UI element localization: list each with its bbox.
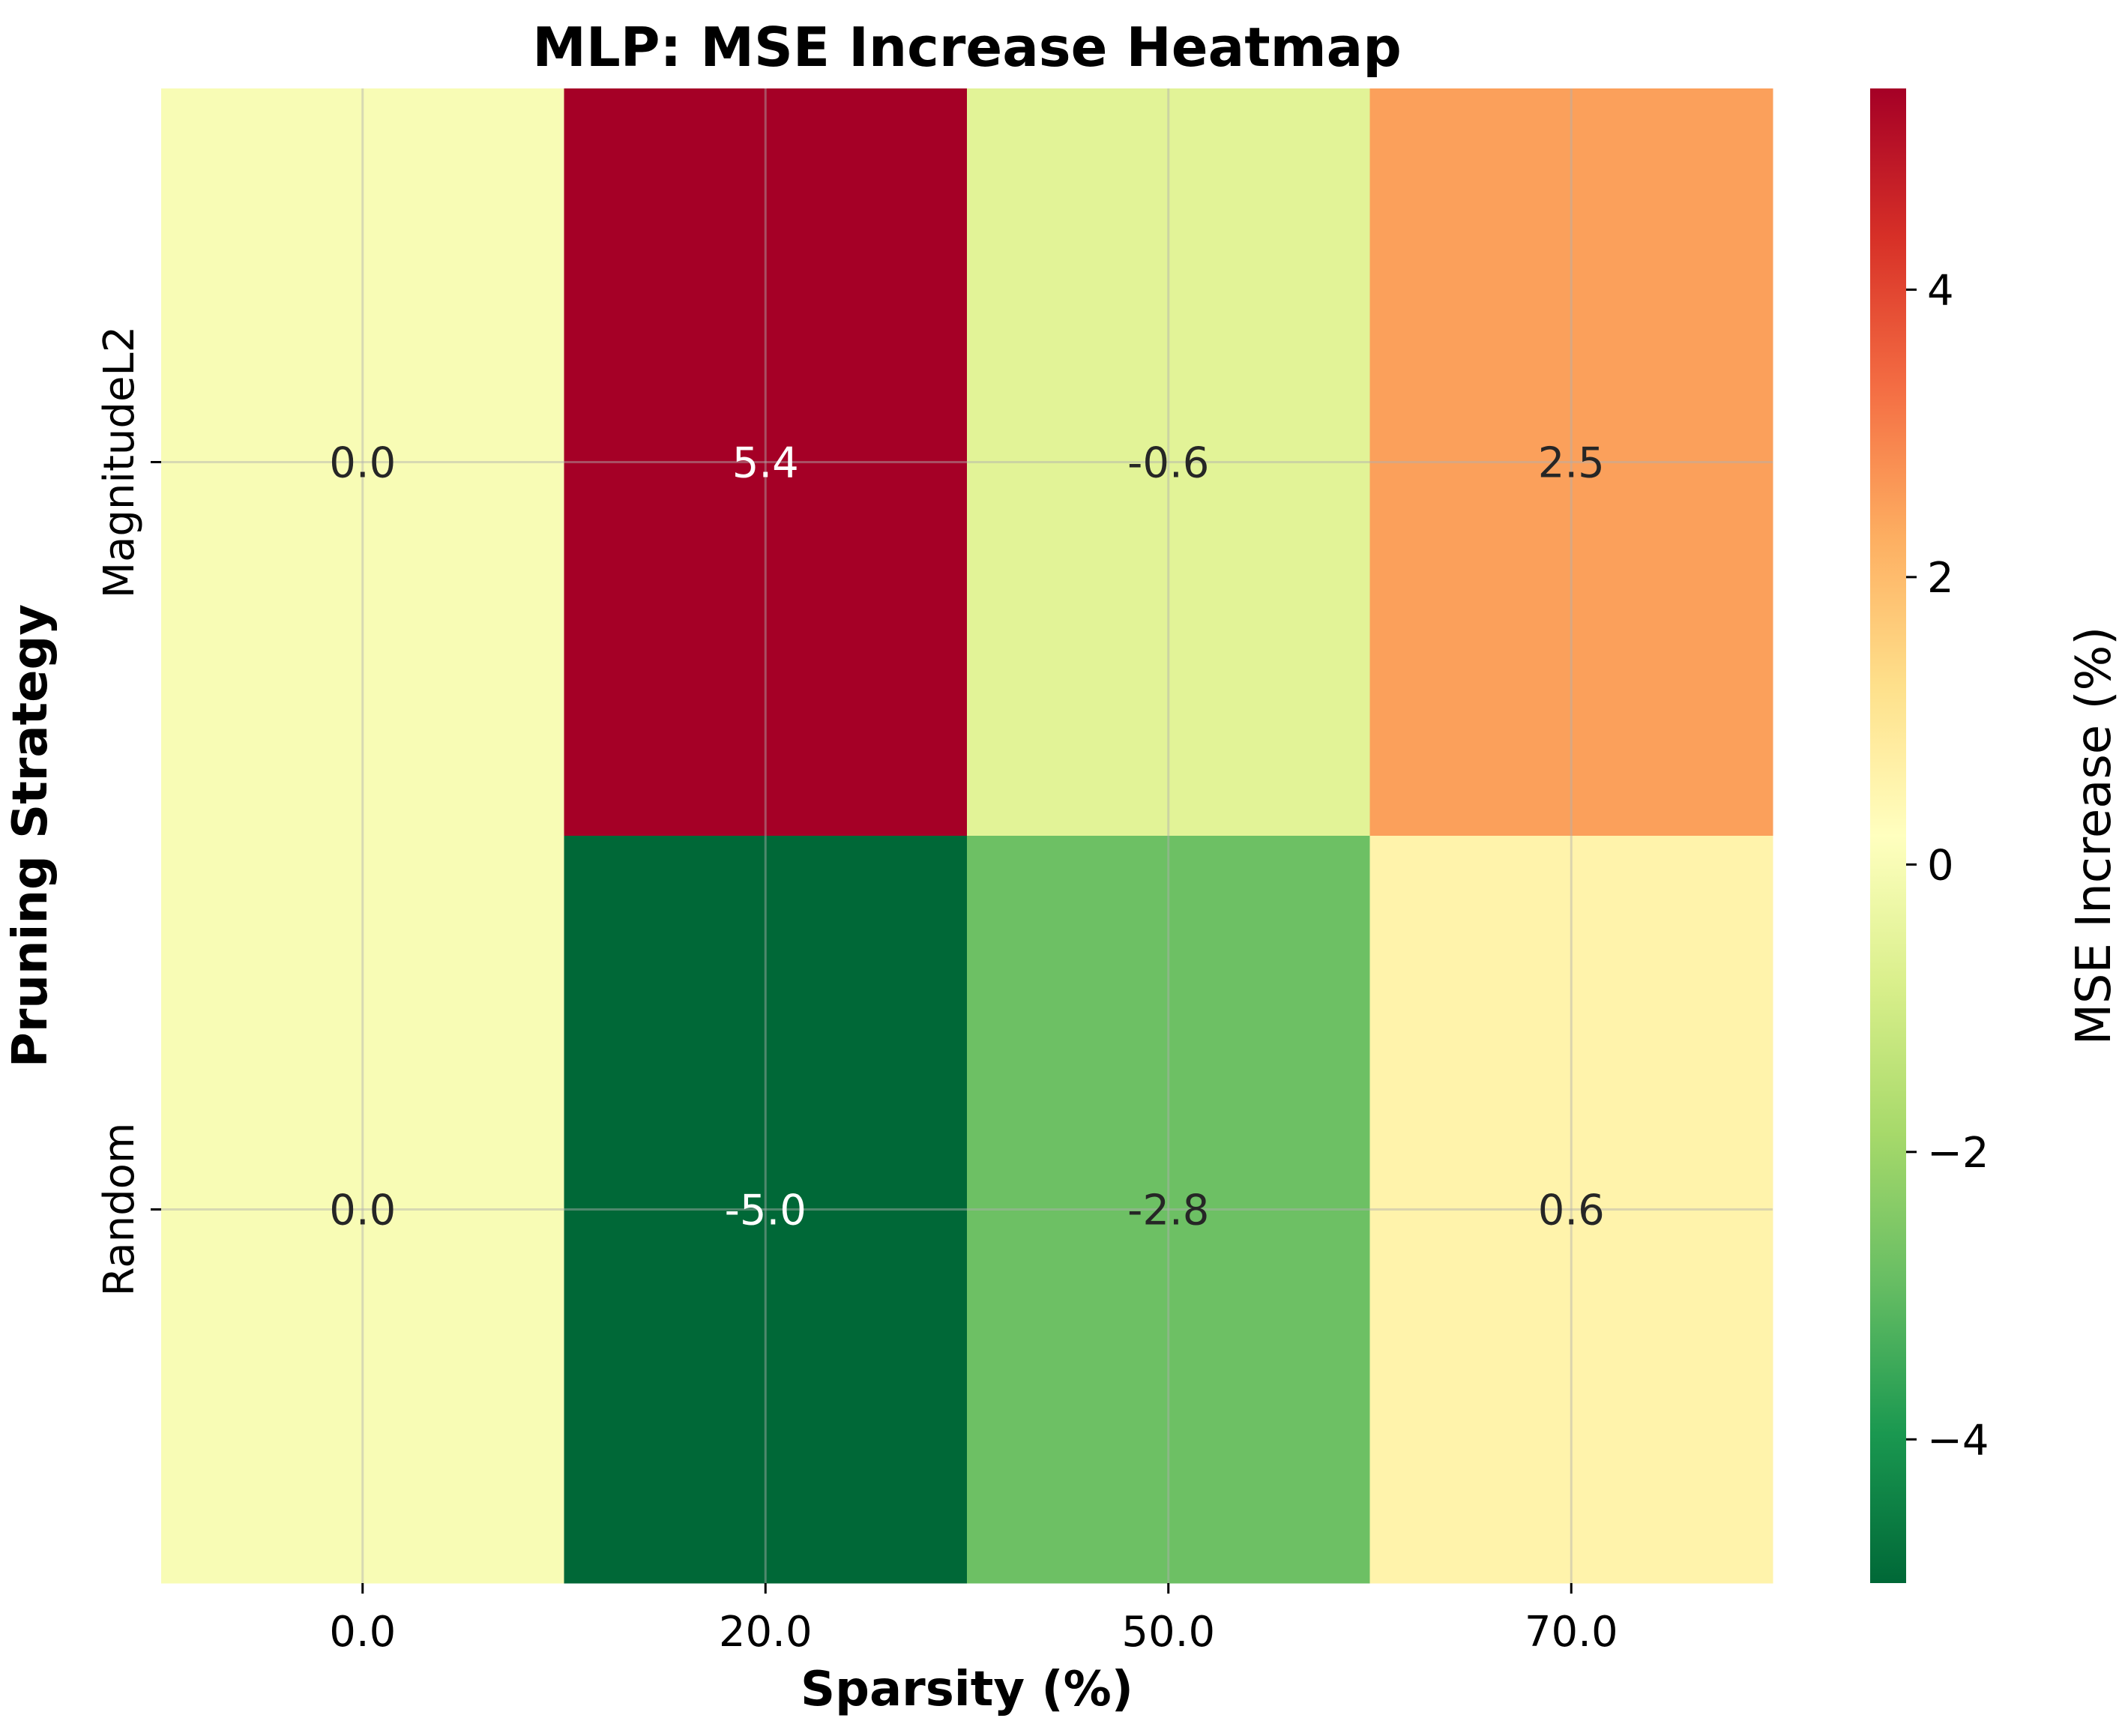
- grid-lines: [161, 88, 1773, 1583]
- cell-annotation: 5.4: [732, 439, 799, 488]
- x-tick-label: 0.0: [329, 1608, 396, 1657]
- colorbar-tick-label: 2: [1927, 554, 1954, 603]
- y-axis-label: Pruning Strategy: [3, 604, 58, 1067]
- heatmap-cell: [564, 88, 968, 837]
- colorbar-tick-label: −4: [1927, 1416, 1989, 1465]
- x-tick-label: 70.0: [1525, 1608, 1618, 1657]
- colorbar-ticks: −4 −2 0 2 4: [1906, 266, 1989, 1465]
- colorbar-label: MSE Increase (%): [2067, 627, 2122, 1046]
- x-tick-label: 20.0: [719, 1608, 813, 1657]
- heatmap-cell: [1369, 836, 1773, 1584]
- cell-annotation: 0.0: [329, 1187, 396, 1235]
- x-tick-label: 50.0: [1121, 1608, 1215, 1657]
- colorbar: [1870, 88, 1906, 1583]
- heatmap-cell: [161, 836, 564, 1584]
- heatmap-cell: [967, 88, 1370, 837]
- x-axis-label: Sparsity (%): [801, 1662, 1133, 1717]
- colorbar-tick-label: 0: [1927, 841, 1954, 890]
- y-tick-label: Random: [95, 1123, 144, 1297]
- heatmap-cell: [161, 88, 564, 837]
- chart-title: MLP: MSE Increase Heatmap: [532, 16, 1402, 79]
- heatmap-cell: [1369, 88, 1773, 837]
- cell-annotations: 0.0 5.4 -0.6 2.5 0.0 -5.0 -2.8 0.6: [329, 439, 1605, 1235]
- heatmap-cell: [564, 836, 968, 1584]
- cell-annotation: -0.6: [1127, 439, 1209, 488]
- cell-annotation: 2.5: [1538, 439, 1605, 488]
- y-tick-label: MagnitudeL2: [95, 326, 144, 599]
- x-axis-ticks: 0.0 20.0 50.0 70.0: [329, 1583, 1618, 1657]
- y-axis-ticks: MagnitudeL2 Random: [95, 326, 161, 1297]
- cell-annotation: 0.6: [1538, 1187, 1605, 1235]
- colorbar-tick-label: −2: [1927, 1129, 1989, 1178]
- colorbar-tick-label: 4: [1927, 266, 1954, 315]
- cell-annotation: 0.0: [329, 439, 396, 488]
- heatmap-cells: [161, 88, 1773, 1584]
- cell-annotation: -2.8: [1127, 1187, 1209, 1235]
- heatmap-cell: [967, 836, 1370, 1584]
- cell-annotation: -5.0: [725, 1187, 807, 1235]
